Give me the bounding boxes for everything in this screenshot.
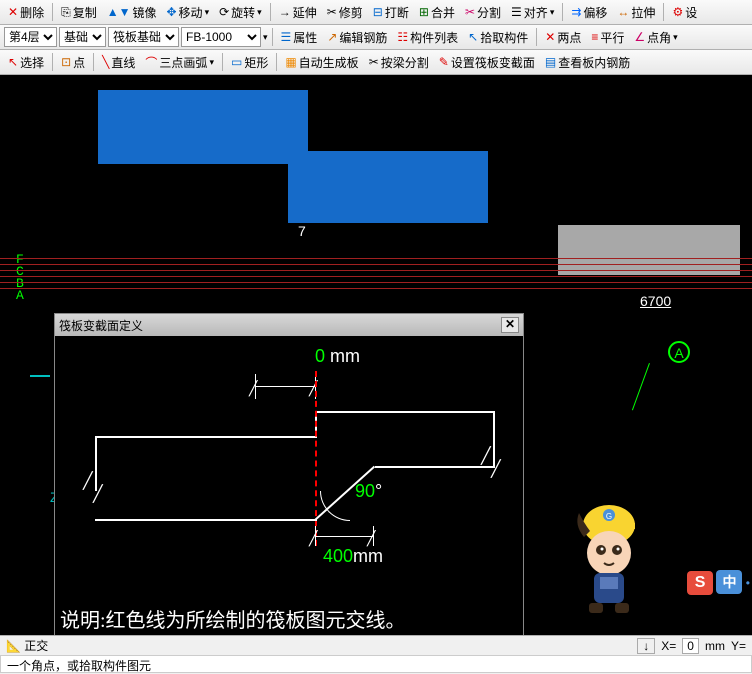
point-a-marker: A bbox=[668, 341, 690, 363]
tick bbox=[255, 386, 315, 387]
subcategory-select[interactable]: 筏板基础 bbox=[108, 27, 179, 47]
delete-button[interactable]: ✕删除 bbox=[4, 2, 48, 23]
red-line bbox=[0, 276, 752, 277]
red-line bbox=[0, 264, 752, 265]
split-by-beam-button[interactable]: ✂按梁分割 bbox=[365, 52, 433, 73]
point-a-leader bbox=[632, 363, 682, 422]
blue-block-2 bbox=[288, 151, 488, 223]
set-section-button[interactable]: ✎设置筏板变截面 bbox=[435, 52, 539, 73]
two-point-button[interactable]: ✕两点 bbox=[541, 27, 585, 48]
code-select[interactable]: FB-1000 bbox=[181, 27, 261, 47]
layer-select[interactable]: 第4层 bbox=[4, 27, 57, 47]
view-rebar-button[interactable]: ▤查看板内钢筋 bbox=[541, 52, 634, 73]
point-angle-button[interactable]: ∠点角▾ bbox=[630, 27, 681, 48]
section-line bbox=[493, 411, 495, 466]
settings-button[interactable]: ⚙设 bbox=[668, 2, 701, 23]
auto-slab-button[interactable]: ▦自动生成板 bbox=[281, 52, 362, 73]
close-icon[interactable]: ✕ bbox=[501, 317, 519, 333]
dialog-canvas: 0 mm ╱ ╱ ╱ ╱ ╱ ╱ bbox=[55, 336, 523, 635]
section-line bbox=[375, 466, 495, 468]
dim-6700: 6700 bbox=[640, 293, 671, 309]
section-line bbox=[95, 436, 317, 438]
rotate-button[interactable]: ⟳旋转▾ bbox=[215, 2, 266, 23]
extend-button[interactable]: →延伸 bbox=[275, 2, 321, 23]
aqua-tick bbox=[30, 375, 50, 377]
grey-block bbox=[558, 225, 740, 275]
toolbar-draw: ↖选择 ⊡点 ╲直线 ⌒三点画弧▾ ▭矩形 ▦自动生成板 ✂按梁分割 ✎设置筏板… bbox=[0, 50, 752, 75]
red-line bbox=[0, 258, 752, 259]
angle-label: 90° bbox=[355, 481, 382, 502]
merge-button[interactable]: ⊞合并 bbox=[415, 2, 459, 23]
dialog-description: 说明:红色线为所绘制的筏板图元交线。 bbox=[60, 604, 406, 633]
command-line[interactable]: 一个角点，或拾取构件图元 bbox=[0, 655, 752, 673]
mirror-button[interactable]: ▲▼镜像 bbox=[103, 2, 161, 23]
x-label: X= bbox=[661, 639, 676, 653]
toolbar-properties: 第4层 基础 筏板基础 FB-1000 ▾ ☰属性 ↗编辑钢筋 ☷构件列表 ↖拾… bbox=[0, 25, 752, 50]
split-button[interactable]: ✂分割 bbox=[461, 2, 505, 23]
offset-button[interactable]: ⇉偏移 bbox=[567, 2, 611, 23]
mascot-icon: G bbox=[564, 495, 654, 615]
section-line bbox=[315, 411, 495, 413]
x-value: 0 bbox=[682, 638, 699, 654]
dim-top: 0 mm bbox=[315, 346, 360, 367]
arc-button[interactable]: ⌒三点画弧▾ bbox=[141, 52, 218, 73]
attributes-button[interactable]: ☰属性 bbox=[277, 27, 322, 48]
rect-button[interactable]: ▭矩形 bbox=[227, 52, 272, 73]
dialog-title: 筏板变截面定义 bbox=[59, 317, 143, 334]
y-label: Y= bbox=[731, 639, 746, 653]
pick-component-button[interactable]: ↖拾取构件 bbox=[464, 27, 532, 48]
tick bbox=[315, 536, 373, 537]
drawing-canvas[interactable]: F C B A Z 7 6700 A G 筏板变截面定义 ✕ bbox=[0, 75, 752, 635]
blue-block-1 bbox=[98, 90, 308, 164]
status-bar: 📐 正交 ↓ X= 0 mm Y= bbox=[0, 635, 752, 655]
line-button[interactable]: ╲直线 bbox=[98, 52, 139, 73]
edit-rebar-button[interactable]: ↗编辑钢筋 bbox=[323, 27, 391, 48]
ortho-tab[interactable]: 📐 正交 bbox=[6, 637, 48, 654]
svg-text:G: G bbox=[606, 512, 612, 521]
align-button[interactable]: ☰对齐▾ bbox=[507, 2, 558, 23]
toolbar-edit: ✕删除 ⎘复制 ▲▼镜像 ✥移动▾ ⟳旋转▾ →延伸 ✂修剪 ⊟打断 ⊞合并 ✂… bbox=[0, 0, 752, 25]
point-button[interactable]: ⊡点 bbox=[57, 52, 89, 73]
dialog-titlebar[interactable]: 筏板变截面定义 ✕ bbox=[55, 314, 523, 336]
red-line bbox=[0, 288, 752, 289]
section-line bbox=[95, 519, 317, 521]
move-button[interactable]: ✥移动▾ bbox=[162, 2, 213, 23]
seven-label: 7 bbox=[298, 223, 306, 239]
select-button[interactable]: ↖选择 bbox=[4, 52, 48, 73]
dim-bottom: 400mm bbox=[323, 546, 383, 567]
component-list-button[interactable]: ☷构件列表 bbox=[393, 27, 462, 48]
category-select[interactable]: 基础 bbox=[59, 27, 106, 47]
axis-label-a: A bbox=[16, 288, 24, 303]
section-dialog: 筏板变截面定义 ✕ 0 mm ╱ ╱ ╱ ╱ ╱ ╱ bbox=[54, 313, 524, 635]
break-button[interactable]: ⊟打断 bbox=[369, 2, 413, 23]
copy-button[interactable]: ⎘复制 bbox=[57, 2, 101, 23]
stretch-button[interactable]: ↔拉伸 bbox=[613, 2, 659, 23]
red-line bbox=[0, 270, 752, 271]
section-line bbox=[95, 436, 97, 491]
red-line bbox=[0, 282, 752, 283]
trim-button[interactable]: ✂修剪 bbox=[323, 2, 367, 23]
ime-indicator[interactable]: S 中 • bbox=[687, 570, 750, 595]
parallel-button[interactable]: ≡平行 bbox=[587, 27, 628, 48]
